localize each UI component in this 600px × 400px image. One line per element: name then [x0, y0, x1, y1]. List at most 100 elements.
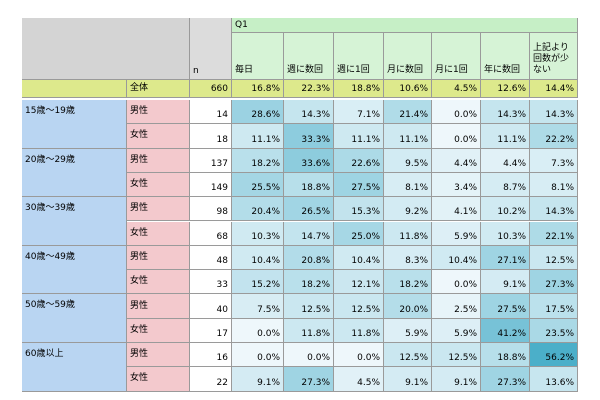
n-count: 48	[190, 245, 232, 271]
total-cell: 10.6%	[384, 80, 432, 98]
percent-cell: 18.2%	[284, 270, 334, 295]
percent-cell: 0.0%	[432, 270, 481, 295]
age-group: 60歳以上	[22, 343, 127, 392]
percent-cell: 12.1%	[334, 270, 384, 295]
percent-cell: 8.1%	[530, 172, 578, 198]
total-n: 660	[190, 80, 232, 98]
percent-cell: 25.0%	[334, 221, 384, 246]
n-count: 149	[190, 172, 232, 198]
percent-cell: 18.2%	[232, 148, 284, 173]
percent-cell: 21.4%	[384, 100, 432, 125]
percent-cell: 2.5%	[432, 294, 481, 319]
percent-cell: 22.1%	[530, 221, 578, 246]
percent-cell: 41.2%	[481, 318, 530, 343]
percent-cell: 9.1%	[384, 367, 432, 392]
percent-cell: 27.5%	[481, 294, 530, 319]
n-count: 137	[190, 148, 232, 173]
percent-cell: 9.5%	[384, 148, 432, 173]
age-group: 20歳〜29歳	[22, 148, 127, 198]
column-header: 上記より回数が少ない	[530, 33, 578, 80]
n-header: n	[190, 18, 232, 80]
percent-cell: 7.1%	[334, 100, 384, 125]
percent-cell: 27.3%	[284, 367, 334, 392]
percent-cell: 14.3%	[530, 100, 578, 125]
n-count: 16	[190, 343, 232, 368]
percent-cell: 0.0%	[232, 318, 284, 343]
percent-cell: 25.5%	[232, 172, 284, 198]
column-header: 週に1回	[334, 33, 384, 80]
column-header: 年に数回	[481, 33, 530, 80]
percent-cell: 7.3%	[530, 148, 578, 173]
percent-cell: 12.5%	[432, 343, 481, 368]
n-count: 68	[190, 221, 232, 246]
age-group: 15歳〜19歳	[22, 100, 127, 149]
age-group: 30歳〜39歳	[22, 197, 127, 246]
gender: 女性	[127, 270, 190, 295]
percent-cell: 0.0%	[284, 343, 334, 368]
percent-cell: 18.2%	[384, 270, 432, 295]
percent-cell: 10.2%	[481, 197, 530, 222]
percent-cell: 23.5%	[530, 318, 578, 343]
percent-cell: 11.1%	[384, 124, 432, 149]
n-count: 18	[190, 124, 232, 149]
gender: 女性	[127, 172, 190, 198]
percent-cell: 27.3%	[481, 367, 530, 392]
percent-cell: 9.1%	[232, 367, 284, 392]
percent-cell: 9.1%	[432, 367, 481, 392]
percent-cell: 33.3%	[284, 124, 334, 149]
percent-cell: 0.0%	[334, 343, 384, 368]
percent-cell: 3.4%	[432, 172, 481, 198]
percent-cell: 4.4%	[432, 148, 481, 173]
n-count: 98	[190, 197, 232, 222]
percent-cell: 22.2%	[530, 124, 578, 149]
percent-cell: 0.0%	[232, 343, 284, 368]
percent-cell: 10.3%	[232, 221, 284, 246]
percent-cell: 10.4%	[232, 245, 284, 271]
total-blank	[22, 80, 127, 98]
gender: 女性	[127, 221, 190, 246]
gender: 女性	[127, 367, 190, 392]
percent-cell: 12.5%	[384, 343, 432, 368]
n-count: 14	[190, 100, 232, 125]
percent-cell: 20.4%	[232, 197, 284, 222]
n-count: 22	[190, 367, 232, 392]
percent-cell: 10.4%	[334, 245, 384, 271]
percent-cell: 22.6%	[334, 148, 384, 173]
total-cell: 18.8%	[334, 80, 384, 98]
percent-cell: 11.1%	[232, 124, 284, 149]
percent-cell: 26.5%	[284, 197, 334, 222]
percent-cell: 9.1%	[481, 270, 530, 295]
percent-cell: 12.5%	[530, 245, 578, 271]
percent-cell: 18.8%	[284, 172, 334, 198]
percent-cell: 5.9%	[384, 318, 432, 343]
percent-cell: 27.3%	[530, 270, 578, 295]
percent-cell: 14.3%	[284, 100, 334, 125]
gender: 男性	[127, 197, 190, 222]
percent-cell: 8.7%	[481, 172, 530, 198]
total-cell: 12.6%	[481, 80, 530, 98]
percent-cell: 11.8%	[284, 318, 334, 343]
percent-cell: 11.1%	[481, 124, 530, 149]
percent-cell: 14.3%	[530, 197, 578, 222]
n-count: 17	[190, 318, 232, 343]
percent-cell: 14.3%	[481, 100, 530, 125]
percent-cell: 5.9%	[432, 221, 481, 246]
percent-cell: 18.8%	[481, 343, 530, 368]
percent-cell: 0.0%	[432, 100, 481, 125]
percent-cell: 11.8%	[384, 221, 432, 246]
percent-cell: 5.9%	[432, 318, 481, 343]
total-cell: 14.4%	[530, 80, 578, 98]
percent-cell: 4.4%	[481, 148, 530, 173]
gender: 男性	[127, 148, 190, 173]
column-header: 月に数回	[384, 33, 432, 80]
percent-cell: 15.2%	[232, 270, 284, 295]
age-group: 40歳〜49歳	[22, 245, 127, 295]
gender: 男性	[127, 343, 190, 368]
total-label: 全体	[127, 80, 190, 98]
percent-cell: 28.6%	[232, 100, 284, 125]
percent-cell: 33.6%	[284, 148, 334, 173]
n-count: 33	[190, 270, 232, 295]
percent-cell: 11.1%	[334, 124, 384, 149]
percent-cell: 10.4%	[432, 245, 481, 271]
